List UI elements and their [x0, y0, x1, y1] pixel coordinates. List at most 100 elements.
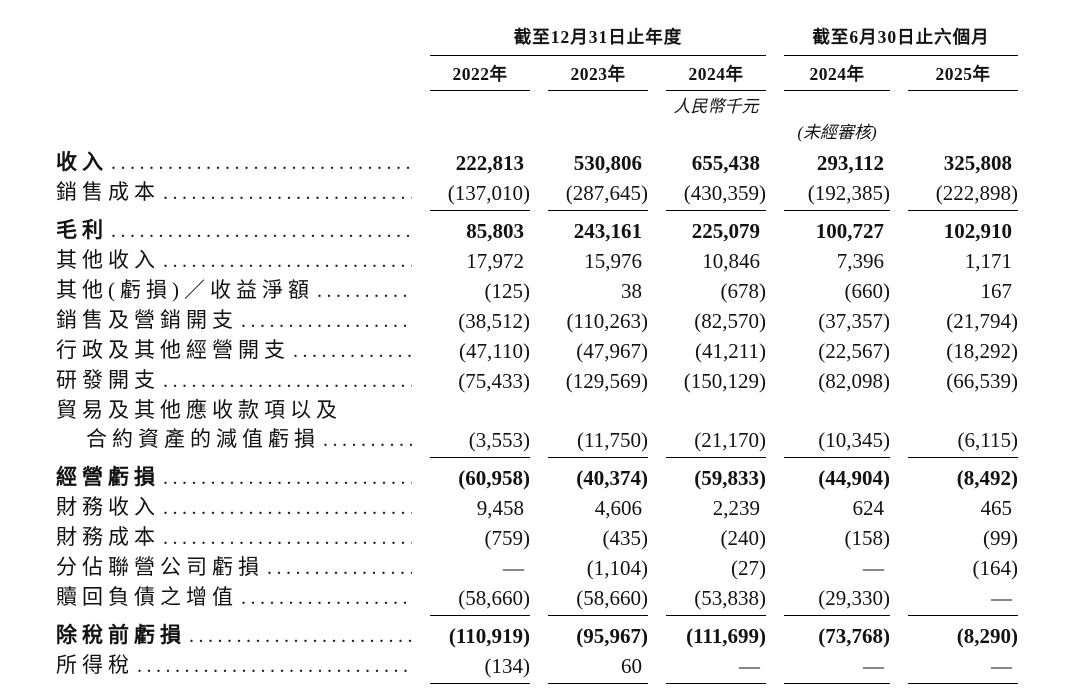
- value-cell: (134): [430, 652, 530, 684]
- value-text: (134): [484, 654, 531, 678]
- value-text: (29,330): [818, 586, 890, 610]
- value-cell: (11,750): [548, 426, 648, 458]
- value-text: (6,115): [957, 428, 1018, 452]
- value-text: 17,972: [466, 249, 524, 273]
- row-label-cell: 分佔聯營公司虧損: [56, 553, 412, 583]
- value-cell: —: [430, 554, 530, 583]
- table-row: 其他收入 17,972 15,976 10,846 7,396 1,171: [56, 246, 1080, 276]
- value-cell: (99): [908, 524, 1018, 553]
- dot-leader: [108, 148, 412, 178]
- value-text: —: [863, 556, 884, 580]
- value-text: (164): [972, 556, 1019, 580]
- value-text: 60: [621, 654, 642, 678]
- value-cell: (21,794): [908, 307, 1018, 336]
- value-text: (8,492): [956, 466, 1018, 490]
- row-label-cell: 除稅前虧損: [56, 621, 412, 651]
- value-text: 15,976: [584, 249, 642, 273]
- dot-leader: [108, 216, 412, 246]
- dot-leader: [160, 366, 412, 396]
- unaudited-note-row: (未經審核): [56, 117, 1080, 143]
- row-label-cell: 其他收入: [56, 246, 412, 276]
- value-cell: 10,846: [666, 247, 766, 276]
- value-text: (3,553): [468, 428, 530, 452]
- row-label: 經營虧損: [56, 465, 160, 489]
- value-text: (21,170): [694, 428, 766, 452]
- value-text: 243,161: [573, 219, 642, 243]
- value-text: (129,569): [565, 369, 648, 393]
- value-text: (430,359): [683, 181, 766, 205]
- value-text: (66,539): [946, 369, 1018, 393]
- value-text: (240): [720, 526, 767, 550]
- value-text: 325,808: [943, 151, 1012, 175]
- value-cell: 465: [908, 494, 1018, 523]
- dot-leader: [134, 651, 412, 681]
- value-text: 4,606: [594, 496, 642, 520]
- value-cell: (66,539): [908, 367, 1018, 396]
- value-cell: (111,699): [666, 622, 766, 651]
- value-cell: 293,112: [784, 149, 890, 178]
- year-column-header-2024-interim: 2024年: [784, 56, 890, 91]
- row-label: 其他收入: [56, 248, 160, 272]
- table-row: 經營虧損 (60,958) (40,374) (59,833) (44,904) (8,…: [56, 458, 1080, 493]
- value-text: 1,171: [964, 249, 1012, 273]
- value-text: (38,512): [458, 309, 530, 333]
- value-text: (21,794): [946, 309, 1018, 333]
- value-cell: (21,170): [666, 426, 766, 458]
- value-text: (1,104): [586, 556, 648, 580]
- row-label: 分佔聯營公司虧損: [56, 555, 264, 579]
- row-label: 銷售成本: [56, 180, 160, 204]
- row-label: 所得稅: [56, 653, 134, 677]
- table-row: 收入 222,813 530,806 655,438 293,112 325,808: [56, 148, 1080, 178]
- table-body: 收入 222,813 530,806 655,438 293,112 325,808 銷…: [56, 143, 1080, 684]
- value-cell: 9,458: [430, 494, 530, 523]
- table-row: 行政及其他經營開支 (47,110) (47,967) (41,211) (22,56…: [56, 336, 1080, 366]
- value-text: (125): [484, 279, 531, 303]
- period-group-annual: 截至12月31日止年度: [430, 26, 766, 56]
- value-text: (58,660): [458, 586, 530, 610]
- value-cell: (58,660): [430, 584, 530, 616]
- row-label: 贖回負債之增值: [56, 585, 238, 609]
- dot-leader: [160, 523, 412, 553]
- row-label: 除稅前虧損: [56, 623, 186, 647]
- value-cell: (430,359): [666, 179, 766, 211]
- value-text: (11,750): [577, 428, 648, 452]
- value-cell: (164): [908, 554, 1019, 583]
- value-text: (75,433): [458, 369, 530, 393]
- value-text: (660): [844, 279, 891, 303]
- row-label: 毛利: [56, 218, 108, 242]
- value-cell: 624: [784, 494, 890, 523]
- value-text: (759): [484, 526, 531, 550]
- row-label-cell: 經營虧損: [56, 463, 412, 493]
- row-label-cell: 所得稅: [56, 651, 412, 684]
- value-cell: 4,606: [548, 494, 648, 523]
- table-row: 贖回負債之增值 (58,660) (58,660) (53,838) (29,330)…: [56, 583, 1080, 616]
- value-text: (678): [720, 279, 767, 303]
- value-cell: (137,010): [430, 179, 530, 211]
- value-cell: (82,098): [784, 367, 890, 396]
- value-text: (47,967): [576, 339, 648, 363]
- value-text: 624: [852, 496, 885, 520]
- value-text: (192,385): [807, 181, 890, 205]
- dot-leader: [160, 178, 412, 208]
- value-text: (59,833): [694, 466, 766, 490]
- value-cell: (6,115): [908, 426, 1018, 458]
- value-text: 465: [980, 496, 1013, 520]
- dot-leader: [160, 463, 412, 493]
- row-label: 財務成本: [56, 525, 160, 549]
- value-cell: (73,768): [784, 622, 890, 651]
- value-cell: (110,919): [430, 622, 530, 651]
- value-cell: 2,239: [666, 494, 766, 523]
- value-cell: (8,290): [908, 622, 1018, 651]
- value-cell: (10,345): [784, 426, 890, 458]
- row-label-cell: 行政及其他經營開支: [56, 336, 412, 366]
- row-label: 行政及其他經營開支: [56, 338, 290, 362]
- year-column-header-2025-interim: 2025年: [908, 56, 1018, 91]
- unaudited-note: (未經審核): [797, 123, 877, 142]
- value-cell: 530,806: [548, 149, 648, 178]
- value-cell: (678): [666, 277, 767, 306]
- value-text: (22,567): [818, 339, 890, 363]
- value-cell: (150,129): [666, 367, 766, 396]
- value-cell: (29,330): [784, 584, 890, 616]
